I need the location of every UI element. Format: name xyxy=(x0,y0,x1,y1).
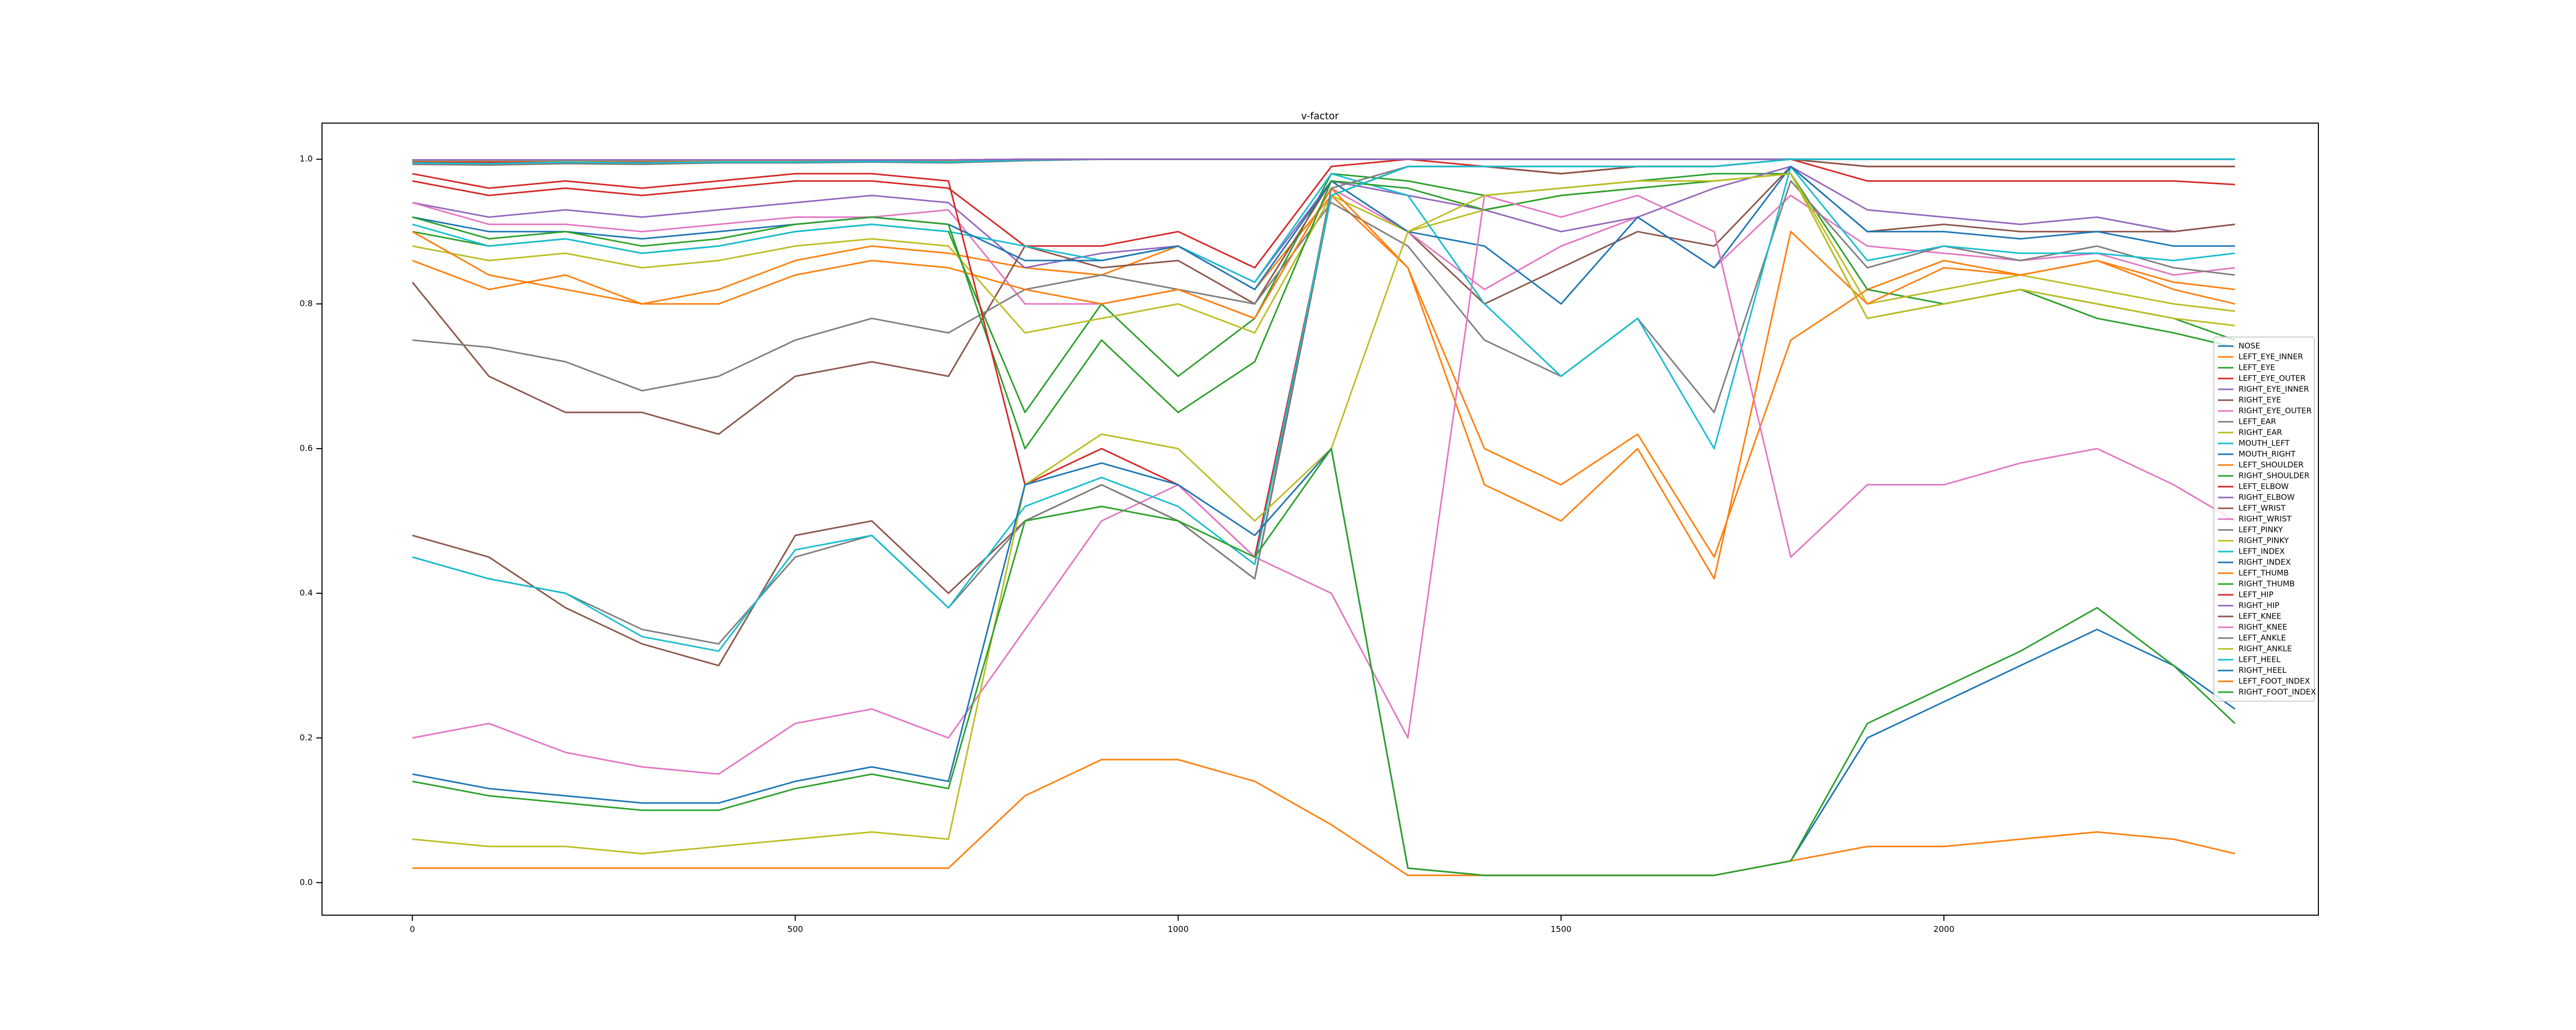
legend-label: RIGHT_THUMB xyxy=(2239,579,2295,589)
legend-label: RIGHT_PINKY xyxy=(2239,536,2289,546)
legend-label: MOUTH_RIGHT xyxy=(2239,450,2296,459)
legend-label: RIGHT_EAR xyxy=(2239,428,2282,438)
series-line xyxy=(412,759,2235,877)
legend-label: LEFT_INDEX xyxy=(2239,547,2285,557)
chart-title: v-factor xyxy=(1301,111,1338,122)
y-tick-label: 0.6 xyxy=(300,443,313,453)
y-tick-label: 0.4 xyxy=(300,588,313,597)
plot-frame xyxy=(321,123,2319,916)
legend-label: RIGHT_WRIST xyxy=(2239,514,2292,524)
legend-label: RIGHT_EYE_INNER xyxy=(2239,385,2309,394)
legend-label: RIGHT_HIP xyxy=(2239,601,2279,611)
legend-label: RIGHT_ELBOW xyxy=(2239,493,2295,503)
legend-label: LEFT_ANKLE xyxy=(2239,633,2286,643)
legend-label: LEFT_SHOULDER xyxy=(2239,460,2303,470)
legend-label: RIGHT_FOOT_INDEX xyxy=(2239,688,2316,697)
legend-label: RIGHT_KNEE xyxy=(2239,623,2287,632)
legend-label: RIGHT_EYE_OUTER xyxy=(2239,406,2312,416)
series-line xyxy=(412,448,2236,877)
x-tick-label: 500 xyxy=(787,924,803,934)
legend-label: LEFT_FOOT_INDEX xyxy=(2239,677,2310,686)
x-tick-label: 0 xyxy=(410,924,415,934)
legend-label: NOSE xyxy=(2239,341,2260,351)
x-tick-label: 2000 xyxy=(1934,924,1955,934)
legend-label: LEFT_HIP xyxy=(2239,590,2274,600)
legend-label: LEFT_EYE_OUTER xyxy=(2239,374,2306,384)
legend-label: LEFT_HEEL xyxy=(2239,655,2281,665)
legend-box xyxy=(2213,336,2315,702)
legend-label: RIGHT_SHOULDER xyxy=(2239,471,2310,481)
legend-label: RIGHT_HEEL xyxy=(2239,666,2287,676)
legend-label: MOUTH_LEFT xyxy=(2239,439,2290,449)
series-line xyxy=(412,158,2235,269)
legend-label: RIGHT_EYE xyxy=(2239,396,2281,405)
legend-label: LEFT_WRIST xyxy=(2239,504,2286,513)
legend-label: LEFT_EAR xyxy=(2239,417,2276,427)
legend-label: LEFT_PINKY xyxy=(2239,525,2283,535)
x-tick-label: 1000 xyxy=(1167,924,1189,934)
legend-label: LEFT_EYE_INNER xyxy=(2239,352,2303,362)
legend-label: LEFT_KNEE xyxy=(2239,612,2281,622)
y-tick-label: 0.8 xyxy=(300,299,313,308)
legend-label: LEFT_ELBOW xyxy=(2239,482,2289,492)
legend-label: RIGHT_ANKLE xyxy=(2239,644,2292,654)
legend: NOSELEFT_EYE_INNERLEFT_EYELEFT_EYE_OUTER… xyxy=(2213,336,2316,702)
y-tick-label: 0.2 xyxy=(300,732,313,742)
y-tick-label: 0.0 xyxy=(300,877,313,887)
x-tick-label: 1500 xyxy=(1551,924,1572,934)
legend-label: LEFT_EYE xyxy=(2239,363,2275,373)
legend-label: RIGHT_INDEX xyxy=(2239,558,2291,568)
y-tick-label: 1.0 xyxy=(300,154,313,164)
series-line xyxy=(412,195,2235,775)
legend-label: LEFT_THUMB xyxy=(2239,569,2289,578)
series-line xyxy=(412,158,2235,652)
series-line xyxy=(412,165,2235,450)
